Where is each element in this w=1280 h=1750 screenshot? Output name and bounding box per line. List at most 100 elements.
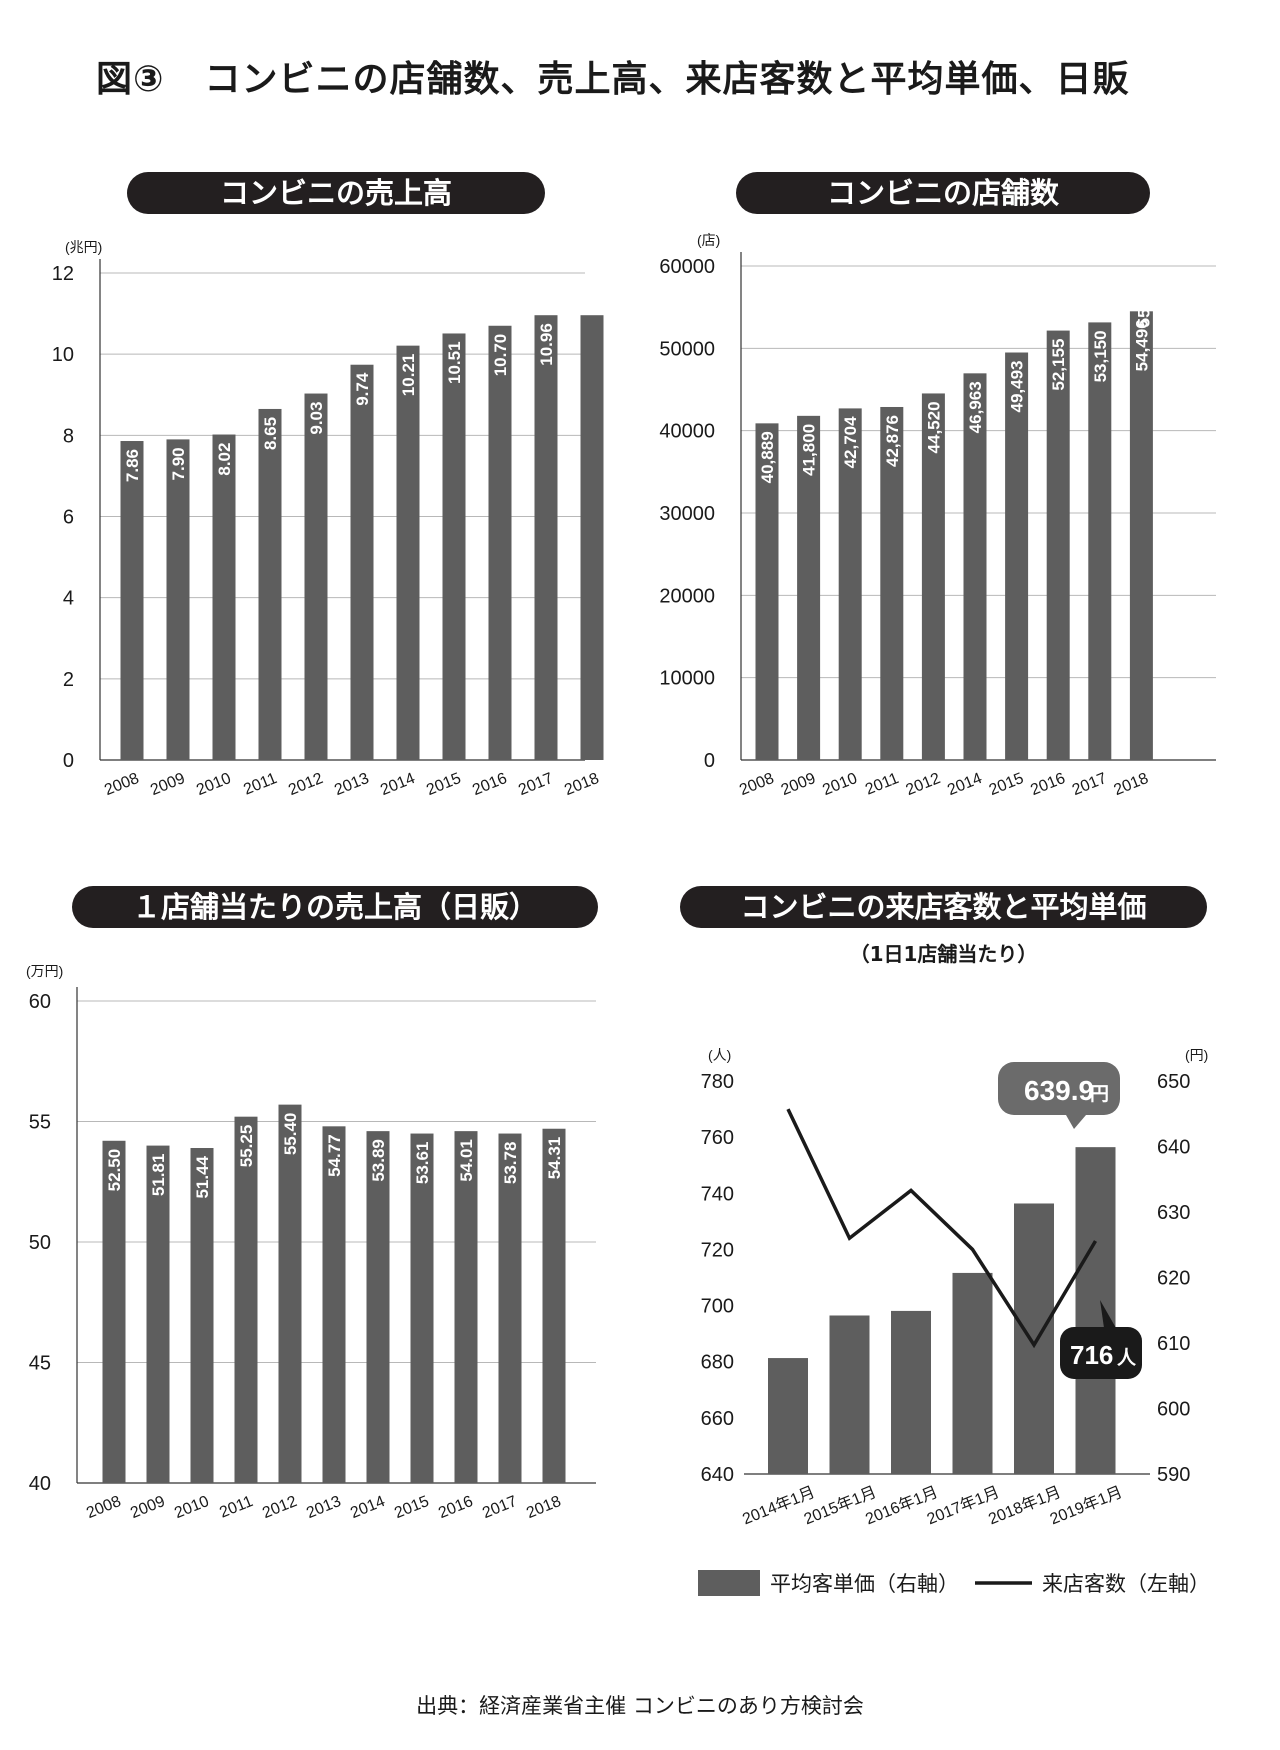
daily-bar xyxy=(498,1133,522,1483)
stores-ytick: 30000 xyxy=(659,503,715,525)
customers-ytick-left: 780 xyxy=(701,1071,734,1093)
sales-xtick: 2014 xyxy=(378,770,417,799)
daily-bar xyxy=(102,1140,126,1483)
stores-ytick: 40000 xyxy=(659,421,715,443)
customers-ytick-right: 640 xyxy=(1157,1137,1190,1159)
customers-legend-label-bar: 平均客単価（右軸） xyxy=(770,1573,959,1596)
stores-ytick: 20000 xyxy=(659,585,715,607)
source-note: 出典：経済産業省主催 コンビニのあり方検討会 xyxy=(416,1694,864,1718)
sales-ytick: 4 xyxy=(63,588,74,610)
daily-xtick: 2009 xyxy=(128,1493,167,1522)
daily-bar xyxy=(278,1104,302,1483)
figure-title-text: コンビニの店舗数、売上高、来店客数と平均単価、日販 xyxy=(204,59,1130,100)
daily-data-label: 55.25 xyxy=(237,1125,256,1168)
daily-xtick: 2011 xyxy=(217,1493,255,1522)
stores-xtick: 2014 xyxy=(945,770,984,799)
stores-bar xyxy=(838,408,862,760)
figure-title: 図③ コンビニの店舗数、売上高、来店客数と平均単価、日販 xyxy=(96,50,1130,102)
customers-callout-visitors-value: 716 xyxy=(1070,1340,1113,1370)
customers-ylabel-left: (人) xyxy=(708,1047,731,1063)
customers-ytick-right: 620 xyxy=(1157,1268,1190,1290)
sales-data-label: 8.65 xyxy=(261,417,280,450)
customers-callout-bubble-visitors xyxy=(1060,1327,1142,1379)
daily-bar xyxy=(366,1131,390,1483)
sales-xtick: 2018 xyxy=(562,770,601,799)
sales-data-label: 7.90 xyxy=(169,447,188,480)
sales-xtick: 2013 xyxy=(332,770,371,799)
sales-xtick: 2015 xyxy=(424,770,463,799)
stores-ytick: 0 xyxy=(704,750,715,772)
customers-ytick-left: 700 xyxy=(701,1296,734,1318)
stores-data-label: 44,520 xyxy=(924,401,943,453)
daily-xtick: 2018 xyxy=(524,1493,563,1522)
stores-data-label: 42,704 xyxy=(841,416,860,469)
customers-ytick-right: 630 xyxy=(1157,1202,1190,1224)
daily-data-label: 51.44 xyxy=(193,1155,212,1198)
daily-xtick: 2008 xyxy=(84,1493,123,1522)
daily-data-label: 55.40 xyxy=(281,1113,300,1156)
sales-data-label: 10.96 xyxy=(537,323,556,366)
stores-ytick: 50000 xyxy=(659,338,715,360)
sales-data-label: 7.86 xyxy=(123,449,142,482)
sales-ytick: 6 xyxy=(63,507,74,529)
stores-bar xyxy=(880,406,904,760)
stores-data-label: 55,310 xyxy=(1134,275,1153,327)
customers-callout-pointer-visitors xyxy=(1100,1300,1116,1328)
sales-bar xyxy=(166,439,190,760)
stores-data-label: 53,150 xyxy=(1091,330,1110,382)
sales-xtick: 2009 xyxy=(148,770,187,799)
sales-data-label: 10.70 xyxy=(491,334,510,377)
chart-title-customers: コンビニの来店客数と平均単価 xyxy=(680,886,1207,928)
customers-bar xyxy=(1014,1203,1054,1474)
stores-data-label: 42,876 xyxy=(883,415,902,467)
sales-ytick: 0 xyxy=(63,750,74,772)
daily-data-label: 52.50 xyxy=(105,1149,124,1192)
customers-bar xyxy=(1075,1147,1116,1474)
daily-bar xyxy=(146,1145,170,1483)
sales-bar xyxy=(350,364,374,760)
stores-bar xyxy=(1088,322,1112,760)
sales-bar xyxy=(580,315,604,760)
sales-ytick: 2 xyxy=(63,669,74,691)
customers-ytick-left: 740 xyxy=(701,1183,734,1205)
daily-xtick: 2012 xyxy=(260,1493,299,1522)
daily-data-label: 54.01 xyxy=(457,1139,476,1182)
customers-ytick-left: 720 xyxy=(701,1239,734,1261)
sales-xtick: 2008 xyxy=(102,770,141,799)
sales-bar xyxy=(212,434,236,760)
sales-ytick: 12 xyxy=(52,263,74,285)
stores-xtick: 2011 xyxy=(863,770,901,799)
sales-bar xyxy=(442,333,466,760)
customers-bar xyxy=(768,1358,808,1474)
daily-bar xyxy=(410,1133,434,1483)
daily-xtick: 2010 xyxy=(172,1493,211,1522)
sales-xtick: 2012 xyxy=(286,770,325,799)
sales-data-label: 8.02 xyxy=(215,443,234,476)
sales-data-label: 9.03 xyxy=(307,402,326,435)
customers-ytick-right: 600 xyxy=(1157,1399,1190,1421)
stores-bar xyxy=(1129,311,1153,760)
customers-ytick-left: 660 xyxy=(701,1408,734,1430)
sales-bar xyxy=(304,393,328,760)
stores-xtick: 2015 xyxy=(987,770,1026,799)
daily-data-label: 54.31 xyxy=(545,1137,564,1180)
stores-xtick: 2016 xyxy=(1028,770,1067,799)
chart-title-daily: １店舗当たりの売上高（日販） xyxy=(72,886,598,928)
sales-bar xyxy=(534,315,558,760)
customers-line xyxy=(786,1108,1098,1349)
customers-bar xyxy=(829,1315,870,1474)
customers-ytick-right: 590 xyxy=(1157,1464,1190,1486)
customers-ytick-left: 680 xyxy=(701,1352,734,1374)
customers-legend-swatch-bar xyxy=(698,1570,760,1596)
daily-ytick: 50 xyxy=(29,1232,51,1254)
stores-xtick: 2008 xyxy=(737,770,776,799)
stores-data-label: 46,963 xyxy=(966,381,985,433)
stores-bar xyxy=(921,393,945,760)
daily-ytick: 60 xyxy=(29,991,51,1013)
sales-bar xyxy=(120,441,144,760)
stores-ytick: 10000 xyxy=(659,668,715,690)
chart-title-stores: コンビニの店舗数 xyxy=(736,172,1150,214)
sales-bar xyxy=(258,408,282,760)
stores-data-label: 40,889 xyxy=(758,431,777,483)
